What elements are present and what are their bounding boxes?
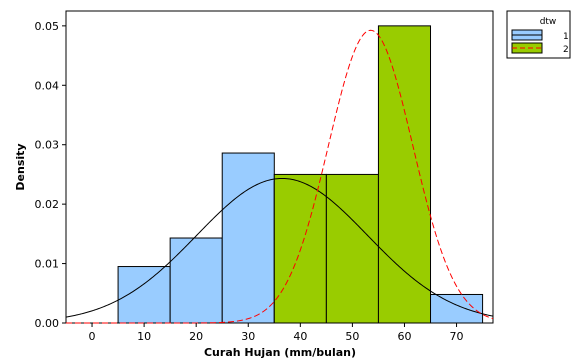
- density-curve-series-2: [66, 29, 494, 324]
- bar-series-1-bin-6: [430, 293, 484, 324]
- x-tick-label: 10: [137, 330, 151, 343]
- legend-label-1: 1: [563, 32, 569, 42]
- bar-series-1-bin-1: [169, 237, 223, 324]
- curves-layer: [65, 29, 494, 324]
- x-tick-label: 60: [397, 330, 411, 343]
- legend-label-2: 2: [563, 45, 569, 55]
- y-tick-label: 0.04: [35, 79, 60, 92]
- bars-layer: [117, 25, 484, 324]
- bar-series-1-bin-0: [117, 266, 171, 324]
- legend: dtw 12: [506, 10, 571, 59]
- x-tick-label: 30: [241, 330, 255, 343]
- x-tick-label: 70: [450, 330, 464, 343]
- y-tick-label: 0.03: [35, 139, 60, 152]
- legend-title: dtw: [540, 17, 557, 27]
- x-axis-title: Curah Hujan (mm/bulan): [204, 346, 356, 359]
- y-tick-label: 0.00: [35, 317, 60, 330]
- x-tick-label: 40: [293, 330, 307, 343]
- density-curve-series-1: [65, 177, 494, 318]
- y-axis-title: Density: [14, 143, 27, 190]
- bar-series-2-bin-1: [325, 173, 379, 324]
- bar-series-2-bin-2: [377, 25, 432, 324]
- x-tick-label: 50: [345, 330, 359, 343]
- y-axis: 0.00 0.01 0.02 0.03 0.04 0.05: [35, 20, 66, 330]
- legend-entries: 12: [511, 29, 569, 55]
- y-tick-label: 0.05: [35, 20, 60, 33]
- x-tick-label: 0: [89, 330, 96, 343]
- y-tick-label: 0.01: [35, 258, 60, 271]
- x-axis: 0 10 20 30 40 50 60 70: [89, 323, 464, 343]
- bar-series-1-bin-2: [221, 152, 275, 324]
- y-tick-label: 0.02: [35, 198, 60, 211]
- x-tick-label: 20: [189, 330, 203, 343]
